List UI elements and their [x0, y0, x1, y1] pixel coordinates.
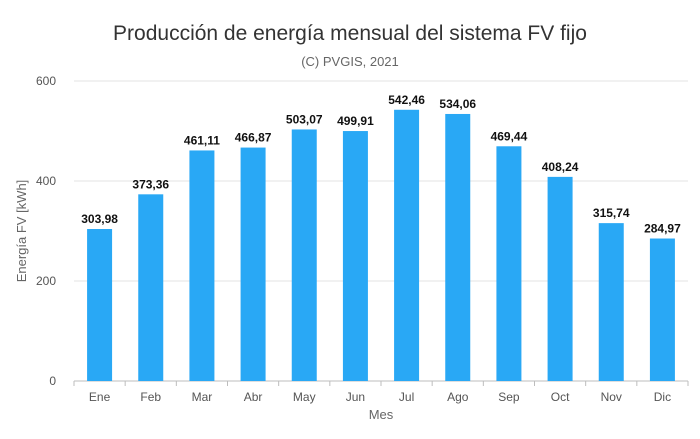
- chart-title: Producción de energía mensual del sistem…: [113, 22, 587, 45]
- x-tick-label: Dic: [654, 390, 671, 404]
- chart-subtitle: (C) PVGIS, 2021: [301, 54, 399, 69]
- x-tick-label: Abr: [244, 390, 263, 404]
- bars: [87, 109, 675, 382]
- x-tick-label: Jul: [399, 390, 414, 404]
- data-label: 373,36: [132, 177, 169, 191]
- x-tick-label: Ago: [447, 390, 469, 404]
- bar-oct: [547, 176, 573, 381]
- bar-sep: [496, 146, 522, 381]
- y-tick-label: 0: [49, 374, 56, 388]
- data-label: 461,11: [184, 133, 220, 147]
- data-label: 534,06: [439, 97, 476, 111]
- bar-dic: [649, 238, 675, 381]
- bar-jul: [394, 109, 420, 382]
- x-axis-label: Mes: [369, 407, 394, 422]
- bar-may: [291, 129, 317, 381]
- x-tick-label: Feb: [140, 390, 161, 404]
- x-tick-label: May: [293, 390, 316, 404]
- data-label: 408,24: [542, 160, 579, 174]
- bar-feb: [138, 194, 164, 381]
- x-tick-label: Sep: [498, 390, 520, 404]
- bar-mar: [189, 150, 215, 381]
- y-tick-label: 600: [36, 74, 56, 88]
- data-label: 499,91: [337, 114, 374, 128]
- x-tick-label: Mar: [192, 390, 213, 404]
- x-tick-label: Nov: [601, 390, 622, 404]
- data-label: 466,87: [235, 131, 272, 145]
- bar-ago: [445, 113, 471, 381]
- x-tick-label: Oct: [551, 390, 570, 404]
- y-tick-label: 200: [36, 274, 56, 288]
- y-axis-ticks: 0 200 400 600: [36, 74, 56, 388]
- data-labels: 303,98 373,36 461,11 466,87 503,07 499,91 542,…: [81, 93, 681, 236]
- y-axis-label: Energía FV [kWh]: [14, 180, 29, 283]
- data-label: 303,98: [81, 212, 118, 226]
- gridlines: [74, 80, 688, 382]
- data-label: 503,07: [286, 112, 323, 126]
- x-axis-ticks: Ene Feb Mar Abr May Jun Jul Ago Sep Oct Nov Dic: [73, 381, 689, 404]
- data-label: 542,46: [388, 93, 425, 107]
- x-tick-label: Jun: [346, 390, 365, 404]
- x-tick-label: Ene: [89, 390, 111, 404]
- y-tick-label: 400: [36, 174, 56, 188]
- data-label: 284,97: [644, 222, 681, 236]
- data-label: 315,74: [593, 206, 630, 220]
- bar-jun: [342, 131, 368, 381]
- bar-nov: [598, 223, 624, 381]
- bar-abr: [240, 147, 266, 381]
- bar-ene: [87, 229, 113, 381]
- data-label: 469,44: [491, 129, 528, 143]
